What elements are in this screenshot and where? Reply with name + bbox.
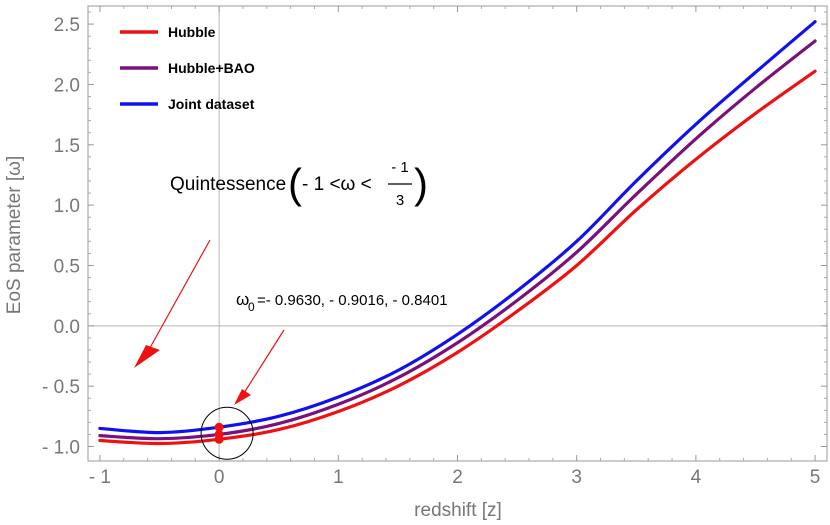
quintessence-open-paren: (	[288, 160, 302, 207]
legend: Hubble Hubble+BAO Joint dataset	[120, 24, 255, 112]
legend-label: Joint dataset	[168, 96, 255, 112]
y-axis-title: EoS parameter [ω]	[4, 156, 25, 314]
quintessence-annotation: Quintessence ( - 1 <ω < - 1 3 )	[170, 159, 428, 209]
x-tick-label: 3	[571, 467, 582, 488]
series-line-joint-dataset	[98, 20, 817, 435]
x-axis-ticks: - 1 0 1 2 3 4 5	[89, 6, 821, 488]
quintessence-label: Quintessence	[170, 174, 286, 195]
x-tick-label: - 1	[89, 467, 111, 488]
omega0-symbol: ω	[236, 290, 249, 309]
x-tick-label: 1	[333, 467, 344, 488]
y-tick-label: - 1.0	[42, 438, 80, 459]
quintessence-fraction-denominator: 3	[396, 192, 404, 209]
present-epoch-point	[214, 422, 224, 432]
quintessence-fraction-numerator: - 1	[391, 159, 409, 176]
y-tick-label: 0.5	[54, 256, 80, 277]
quintessence-arrow-head	[134, 345, 160, 368]
omega0-annotation: ω 0 =- 0.9630, - 0.9016, - 0.8401	[236, 290, 448, 314]
omega0-arrow-shaft	[243, 329, 285, 394]
quintessence-inequality: - 1 <ω <	[302, 174, 372, 195]
present-epoch-point	[214, 434, 224, 444]
omega0-subscript: 0	[248, 300, 255, 314]
x-tick-label: 5	[810, 467, 821, 488]
x-tick-label: 0	[214, 467, 225, 488]
x-tick-label: 4	[691, 467, 702, 488]
legend-label: Hubble	[168, 24, 216, 40]
series-lines	[98, 20, 817, 446]
omega0-values: =- 0.9630, - 0.9016, - 0.8401	[257, 292, 448, 309]
y-tick-label: 2.0	[54, 75, 80, 96]
y-axis-ticks: - 1.0 - 0.5 0.0 0.5 1.0 1.5 2.0 2.5	[42, 11, 827, 459]
legend-label: Hubble+BAO	[168, 60, 255, 76]
quintessence-close-paren: )	[414, 160, 428, 207]
series-line-hubble-bao	[98, 39, 817, 441]
y-tick-label: 2.5	[54, 15, 80, 36]
omega0-arrow-head	[234, 389, 251, 405]
y-tick-label: 1.5	[54, 136, 80, 157]
quintessence-arrow-shaft	[145, 239, 211, 356]
x-tick-label: 2	[452, 467, 463, 488]
x-axis-title: redshift [z]	[414, 500, 502, 521]
y-tick-label: 0.0	[54, 317, 80, 338]
y-tick-label: 1.0	[54, 196, 80, 217]
y-tick-label: - 0.5	[42, 377, 80, 398]
annotation-arrows	[134, 239, 285, 405]
highlight-circle	[200, 406, 254, 460]
present-epoch-points	[214, 422, 224, 444]
